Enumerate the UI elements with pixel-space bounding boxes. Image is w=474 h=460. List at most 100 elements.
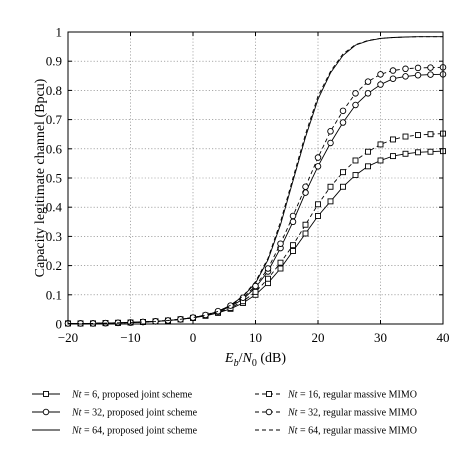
data-point — [252, 288, 259, 295]
legend-label-text: = 32, regular massive MIMO — [297, 408, 417, 419]
data-point — [414, 71, 422, 79]
data-point — [302, 230, 309, 237]
data-point — [290, 248, 296, 254]
data-point — [315, 201, 321, 208]
data-point — [365, 163, 371, 170]
data-point — [389, 67, 397, 74]
x-axis-label: Eb/N0 (dB) — [224, 351, 286, 369]
legend-marker — [266, 391, 272, 397]
data-point — [427, 71, 434, 78]
legend-entry-1: Nt = 32, proposed joint scheme — [32, 408, 198, 419]
data-point — [314, 163, 322, 170]
data-point — [327, 198, 334, 205]
legend-label-text: = 64, proposed joint scheme — [81, 426, 197, 437]
data-point — [402, 150, 409, 157]
plot-frame — [67, 31, 444, 325]
data-point — [427, 131, 434, 138]
data-point — [377, 71, 384, 78]
data-point — [327, 183, 334, 190]
y-tick-label: 0.5 — [46, 171, 62, 186]
data-point — [289, 218, 297, 226]
grid — [67, 31, 444, 325]
x-tick-label: 20 — [312, 330, 325, 345]
legend-marker — [43, 391, 49, 397]
legend-label-var: Nt — [71, 426, 82, 437]
data-point — [265, 275, 271, 282]
data-point — [277, 240, 284, 247]
y-tick-label: 0.2 — [46, 258, 62, 273]
data-point — [340, 183, 346, 190]
legend-label-text: = 32, proposed joint scheme — [81, 408, 197, 419]
data-point — [264, 265, 272, 272]
data-point — [415, 149, 421, 156]
legend-entry-5: Nt = 64, regular massive MIMO — [255, 426, 417, 437]
data-point — [302, 183, 309, 191]
y-tick-label: 0 — [56, 317, 63, 332]
legend-entry-4: Nt = 32, regular massive MIMO — [255, 408, 417, 419]
legend-label-text: = 6, proposed joint scheme — [81, 390, 192, 401]
data-point — [352, 90, 359, 97]
data-point — [340, 169, 346, 176]
data-point — [390, 153, 396, 160]
legend-label: Nt = 6, proposed joint scheme — [71, 390, 193, 401]
legend-entry-0: Nt = 6, proposed joint scheme — [32, 390, 193, 401]
data-point — [364, 78, 372, 85]
y-tick-label: 0.6 — [46, 141, 63, 156]
data-point — [377, 81, 384, 88]
legend-label-var: Nt — [287, 426, 298, 437]
legend-marker — [42, 408, 50, 416]
x-tick-label: −10 — [120, 330, 140, 345]
data-point — [277, 265, 284, 272]
legend-marker — [265, 408, 273, 416]
data-point — [302, 221, 309, 228]
x-tick-label: 10 — [249, 330, 262, 345]
legend-entry-3: Nt = 16, regular massive MIMO — [255, 390, 417, 401]
data-point — [352, 172, 359, 179]
x-label-slash: / — [239, 351, 243, 366]
data-point — [339, 119, 347, 126]
data-point — [289, 212, 297, 220]
data-point — [415, 132, 421, 139]
series-5 — [68, 36, 443, 324]
y-tick-label: 0.7 — [46, 112, 63, 127]
x-tick-label: −20 — [58, 330, 78, 345]
axis-ticks: −20 −10 0 10 20 30 40 0 0.1 0.2 0.3 0.4 0.5 0.6 0.7 0.8… — [46, 25, 450, 346]
x-tick-label: 0 — [190, 330, 197, 345]
x-label-e: E — [224, 351, 234, 366]
data-point — [365, 148, 371, 155]
y-tick-label: 0.3 — [46, 229, 62, 244]
data-point — [339, 107, 347, 115]
legend-label-var: Nt — [287, 408, 298, 419]
legend-label-var: Nt — [71, 408, 82, 419]
legend-label-text: = 64, regular massive MIMO — [297, 426, 417, 437]
data-point — [252, 282, 259, 290]
legend-label-text: = 16, regular massive MIMO — [297, 390, 417, 401]
data-point — [327, 139, 334, 147]
legend-label-var: Nt — [287, 390, 298, 401]
y-tick-label: 0.1 — [46, 287, 62, 302]
data-point — [377, 157, 384, 164]
legend-label-var: Nt — [71, 390, 82, 401]
legend-label: Nt = 64, proposed joint scheme — [71, 426, 198, 437]
data-point — [364, 90, 372, 97]
legend-label: Nt = 16, regular massive MIMO — [287, 390, 417, 401]
legend-label: Nt = 64, regular massive MIMO — [287, 426, 417, 437]
y-axis-label: Capacity legitimate channel (Bpcu) — [33, 78, 48, 277]
data-point — [352, 101, 359, 109]
data-point — [290, 242, 296, 249]
data-point — [390, 136, 396, 143]
data-point — [389, 75, 397, 82]
series-line — [68, 36, 443, 324]
legend-entry-2: Nt = 64, proposed joint scheme — [32, 426, 198, 437]
data-point — [402, 133, 409, 140]
legend-label: Nt = 32, regular massive MIMO — [287, 408, 417, 419]
data-point — [427, 64, 434, 71]
data-point — [327, 128, 334, 135]
data-point — [315, 213, 321, 219]
x-tick-label: 30 — [374, 330, 387, 345]
data-point — [414, 64, 422, 72]
data-point — [427, 148, 434, 155]
x-label-sub-0: 0 — [252, 358, 257, 369]
